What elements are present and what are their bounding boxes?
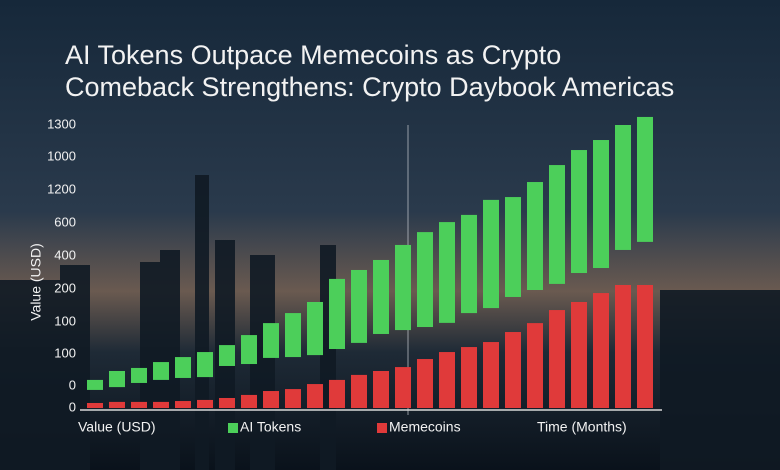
y-tick-label: 1000 — [47, 148, 76, 163]
bar — [175, 401, 191, 408]
bar — [395, 367, 411, 408]
bar — [329, 278, 345, 350]
legend-label: Memecoins — [389, 419, 461, 435]
bar — [549, 310, 565, 408]
bar — [461, 214, 477, 314]
bar — [87, 379, 103, 390]
y-tick-label: 200 — [54, 280, 76, 295]
bar — [461, 347, 477, 408]
legend-swatch — [377, 423, 387, 433]
bar — [307, 301, 323, 356]
bar — [439, 222, 455, 323]
bar — [527, 182, 543, 291]
bar — [153, 362, 169, 380]
bar — [87, 402, 103, 408]
legend-swatch — [228, 423, 238, 433]
bar — [505, 197, 521, 297]
y-tick-label: 100 — [54, 345, 76, 360]
bar — [351, 269, 367, 343]
y-axis-title: Value (USD) — [28, 243, 44, 321]
y-tick-label: 0 — [69, 399, 76, 414]
y-tick-label: 1200 — [47, 181, 76, 196]
bar — [373, 259, 389, 334]
chart-title: AI Tokens Outpace Memecoins as Crypto — [65, 40, 561, 70]
bar — [109, 401, 125, 408]
y-tick-label: 400 — [54, 247, 76, 262]
bar — [615, 125, 631, 250]
bar — [197, 352, 213, 378]
y-tick-label: 600 — [54, 214, 76, 229]
bar — [307, 384, 323, 408]
bar — [395, 244, 411, 331]
bar — [351, 374, 367, 408]
bar — [175, 357, 191, 378]
bar — [263, 323, 279, 358]
bar — [593, 293, 609, 408]
bar — [109, 370, 125, 388]
legend-label: AI Tokens — [240, 419, 301, 435]
bar — [527, 323, 543, 408]
bar — [593, 140, 609, 269]
bar — [153, 401, 169, 408]
bar — [263, 391, 279, 408]
bar — [615, 285, 631, 408]
bar — [571, 301, 587, 408]
bar — [637, 116, 653, 242]
bar — [637, 285, 653, 408]
bar — [483, 199, 499, 309]
bar — [285, 389, 301, 408]
y-tick-label: 100 — [54, 313, 76, 328]
legend-label: Value (USD) — [78, 419, 156, 435]
bar — [439, 352, 455, 408]
bar — [219, 345, 235, 366]
x-axis-title: Time (Months) — [537, 419, 627, 435]
bar — [417, 359, 433, 408]
bar — [571, 150, 587, 274]
bar — [197, 399, 213, 408]
bar — [285, 313, 301, 358]
y-tick-label: 1300 — [47, 116, 76, 131]
bar — [329, 379, 345, 408]
chart-title: Comeback Strengthens: Crypto Daybook Ame… — [65, 72, 674, 102]
bar — [241, 335, 257, 365]
bar — [483, 342, 499, 408]
bar — [505, 332, 521, 408]
bar — [131, 401, 147, 408]
y-tick-label: 0 — [69, 377, 76, 392]
bar — [549, 165, 565, 284]
bar — [417, 232, 433, 328]
bar — [131, 367, 147, 383]
bar — [373, 370, 389, 408]
bar — [219, 397, 235, 408]
bar — [241, 394, 257, 408]
